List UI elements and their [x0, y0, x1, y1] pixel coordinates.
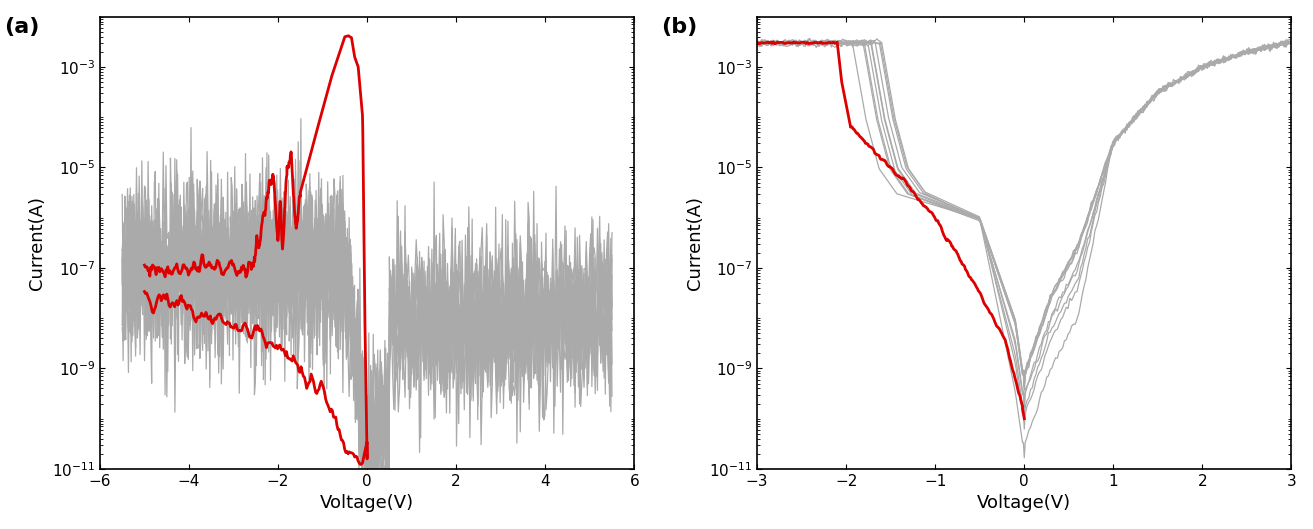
X-axis label: Voltage(V): Voltage(V)	[320, 494, 414, 512]
X-axis label: Voltage(V): Voltage(V)	[977, 494, 1071, 512]
Text: (a): (a)	[4, 17, 39, 37]
Y-axis label: Current(A): Current(A)	[29, 196, 46, 290]
Text: (b): (b)	[660, 17, 697, 37]
Y-axis label: Current(A): Current(A)	[685, 196, 704, 290]
